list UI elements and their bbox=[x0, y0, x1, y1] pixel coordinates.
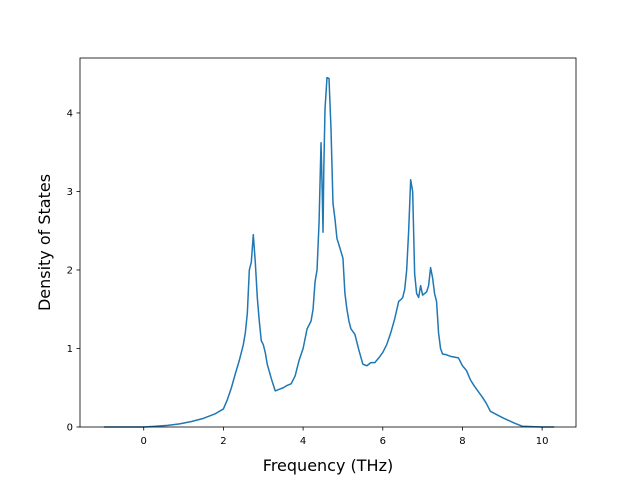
y-tick-label: 2 bbox=[67, 265, 73, 276]
dos-line bbox=[103, 76, 555, 428]
y-axis-label: Density of States bbox=[35, 174, 54, 311]
x-tick-label: 4 bbox=[300, 436, 306, 447]
plot-area bbox=[103, 76, 555, 428]
axes-frame bbox=[79, 57, 577, 428]
x-axis-label: Frequency (THz) bbox=[263, 456, 393, 475]
y-tick-label: 4 bbox=[67, 108, 73, 119]
y-tick-label: 3 bbox=[67, 187, 73, 198]
x-tick-label: 0 bbox=[141, 436, 147, 447]
x-axis-ticks: 0 2 4 6 8 10 bbox=[141, 427, 549, 447]
x-tick-label: 2 bbox=[220, 436, 226, 447]
y-axis-ticks: 0 1 2 3 4 bbox=[67, 108, 80, 434]
x-tick-label: 10 bbox=[536, 436, 549, 447]
y-tick-label: 1 bbox=[67, 344, 73, 355]
x-tick-label: 8 bbox=[459, 436, 465, 447]
y-tick-label: 0 bbox=[67, 423, 73, 434]
x-tick-label: 6 bbox=[380, 436, 386, 447]
